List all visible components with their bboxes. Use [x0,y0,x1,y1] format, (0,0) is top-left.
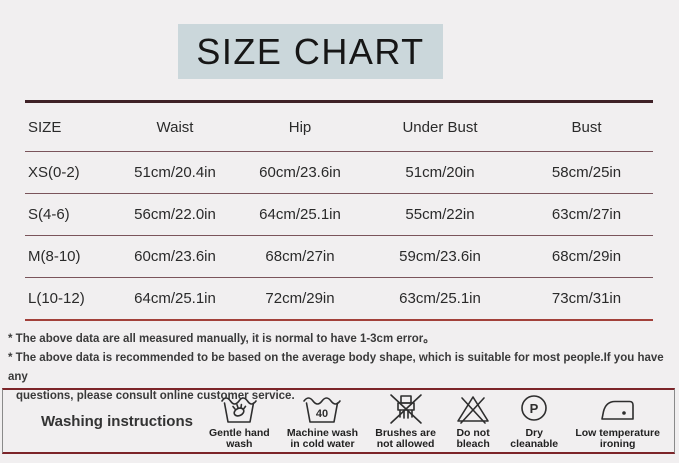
size-label: XS(0-2) [28,164,80,181]
washing-item-caption: Brushes are not allowed [375,426,436,450]
washing-item-hand-wash: Gentle hand wash [209,392,270,451]
hand-wash-icon [219,392,259,426]
column-header-size: SIZE [28,118,62,136]
hip-value: 64cm/25.1in [259,206,341,223]
washing-item-caption: Dry cleanable [510,426,559,450]
bust-value: 68cm/29in [551,248,622,265]
washing-instructions-label: Washing instructions [41,412,193,430]
washing-item-low-iron: Low temperature ironing [575,392,660,451]
machine-wash-icon: 40 [300,392,344,426]
footnote-customer-service: questions, please consult online custome… [16,390,295,402]
table-row: XS(0-2) 51cm/20.4in 60cm/23.6in 51cm/20i… [25,152,653,194]
under-bust-value: 51cm/20in [405,164,475,181]
low-iron-icon [597,392,639,426]
under-bust-value: 63cm/25.1in [399,290,481,307]
waist-value: 56cm/22.0in [134,206,216,223]
washing-item-caption: Low temperature ironing [575,426,660,450]
waist-value: 51cm/20.4in [134,164,216,181]
washing-item-no-brush: Brushes are not allowed [375,392,436,451]
size-label: L(10-12) [28,290,85,307]
svg-text:40: 40 [316,408,328,420]
washing-item-caption: Do not bleach [456,426,490,450]
hip-value: 72cm/29in [265,290,335,307]
size-table: SIZE Waist Hip Under Bust Bust XS(0-2) 5… [25,100,653,321]
under-bust-value: 55cm/22in [405,206,475,223]
washing-item-dry-clean: P Dry cleanable [510,392,558,451]
dry-clean-icon: P [517,392,551,426]
column-header-under-bust: Under Bust [402,118,478,136]
washing-instructions-box: Washing instructions Gentle hand wash [2,388,675,454]
size-chart-title: SIZE CHART [178,24,443,79]
bust-value: 73cm/31in [551,290,622,307]
column-header-waist: Waist [156,118,194,136]
page-title: SIZE CHART [196,30,425,72]
column-header-bust: Bust [571,118,602,136]
washing-item-do-not-bleach: Do not bleach [453,392,493,451]
column-header-hip: Hip [288,118,312,136]
size-label: S(4-6) [28,206,70,223]
footnote-measurement-error: * The above data are all measured manual… [8,333,435,345]
table-row: L(10-12) 64cm/25.1in 72cm/29in 63cm/25.1… [25,278,653,321]
washing-item-caption: Machine wash in cold water [286,426,359,450]
waist-value: 64cm/25.1in [134,290,216,307]
bust-value: 58cm/25in [551,164,622,181]
hip-value: 60cm/23.6in [259,164,341,181]
footnote-average-body-shape: * The above data is recommended to be ba… [8,352,664,383]
svg-text:P: P [530,401,539,416]
hip-value: 68cm/27in [265,248,335,265]
washing-item-machine-wash: 40 Machine wash in cold water [287,392,358,451]
bust-value: 63cm/27in [551,206,622,223]
footnotes: * The above data are all measured manual… [8,330,668,406]
washing-icon-list: Gentle hand wash 40 Machine wash in cold… [209,392,674,451]
table-row: S(4-6) 56cm/22.0in 64cm/25.1in 55cm/22in… [25,194,653,236]
waist-value: 60cm/23.6in [134,248,216,265]
table-header-row: SIZE Waist Hip Under Bust Bust [25,100,653,152]
table-row: M(8-10) 60cm/23.6in 68cm/27in 59cm/23.6i… [25,236,653,278]
no-brush-icon [386,392,426,426]
washing-item-caption: Gentle hand wash [209,426,270,450]
do-not-bleach-icon [453,392,493,426]
under-bust-value: 59cm/23.6in [399,248,481,265]
size-label: M(8-10) [28,248,81,265]
